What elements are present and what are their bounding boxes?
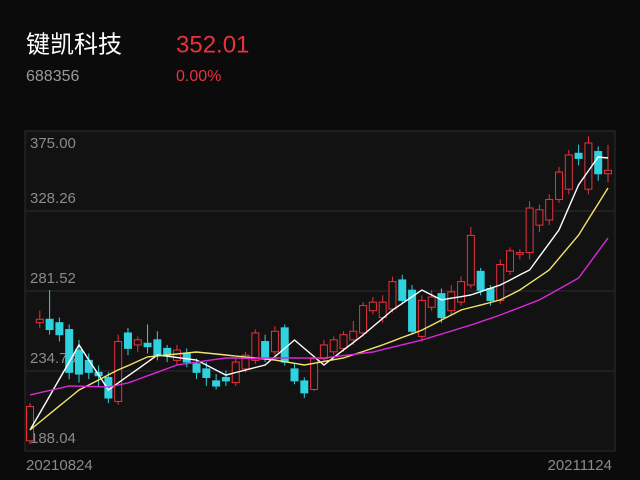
candle-body [172,349,181,361]
candle-body [339,334,348,349]
moving-average-line [29,156,609,431]
candle-body [574,152,583,159]
candle-body [290,368,299,382]
candle-body [388,281,397,310]
candle-body [506,250,515,272]
price-change: 0.00% [176,68,221,85]
candle-body [604,169,612,175]
candle-body [192,363,201,373]
candle-body [133,339,142,346]
candle-body [594,151,603,175]
stock-price: 352.01 [176,31,249,58]
candle-body [35,318,44,324]
candle-body [457,281,466,303]
candle-body [261,341,270,358]
candle-body [202,368,211,378]
candle-body [535,209,544,226]
moving-average-line [29,237,609,396]
candle-body [476,270,485,291]
y-tick-label: 328.26 [30,190,76,207]
candle-body [525,207,534,254]
candle-body [45,318,54,331]
candle-body [447,291,456,312]
candle-body [74,349,83,375]
candle-body [584,142,593,190]
candle-body [65,329,74,373]
candle-body [408,289,417,332]
candle-body [221,376,230,382]
candle-body [349,330,358,341]
candle-body [359,305,368,334]
candle-body [123,332,132,349]
y-tick-label: 375.00 [30,135,76,152]
candle-body [270,330,279,353]
stock-name: 键凯科技 [26,31,122,58]
candle-body [378,301,387,319]
candle-body [564,154,573,190]
candle-body [143,342,152,348]
x-tick-label: 20211124 [547,457,612,474]
candle-body [437,293,446,319]
candle-body [241,354,250,370]
stock-code: 688356 [26,68,79,85]
candle-body [515,252,524,255]
candle-body [545,198,554,221]
candle-body [398,279,407,301]
candle-body [153,339,162,356]
candle-body [329,339,338,353]
candle-body [55,322,64,336]
y-tick-label: 234.78 [30,350,76,367]
candle-body [84,359,93,373]
candle-body [368,301,377,312]
candle-body [251,332,260,361]
y-tick-label: 188.04 [30,430,76,447]
candle-body [300,380,309,394]
candle-body [555,171,564,200]
candle-body [417,299,426,337]
candle-body [427,296,436,308]
candle-body [486,287,495,301]
candle-body [319,344,328,360]
y-tick-label: 281.52 [30,270,76,287]
candle-body [466,234,475,286]
moving-average-line [29,187,609,431]
candle-body [212,380,221,387]
candle-body [496,264,505,301]
x-tick-label: 20210824 [26,457,93,474]
candle-body [280,327,289,363]
candle-body [26,406,34,442]
